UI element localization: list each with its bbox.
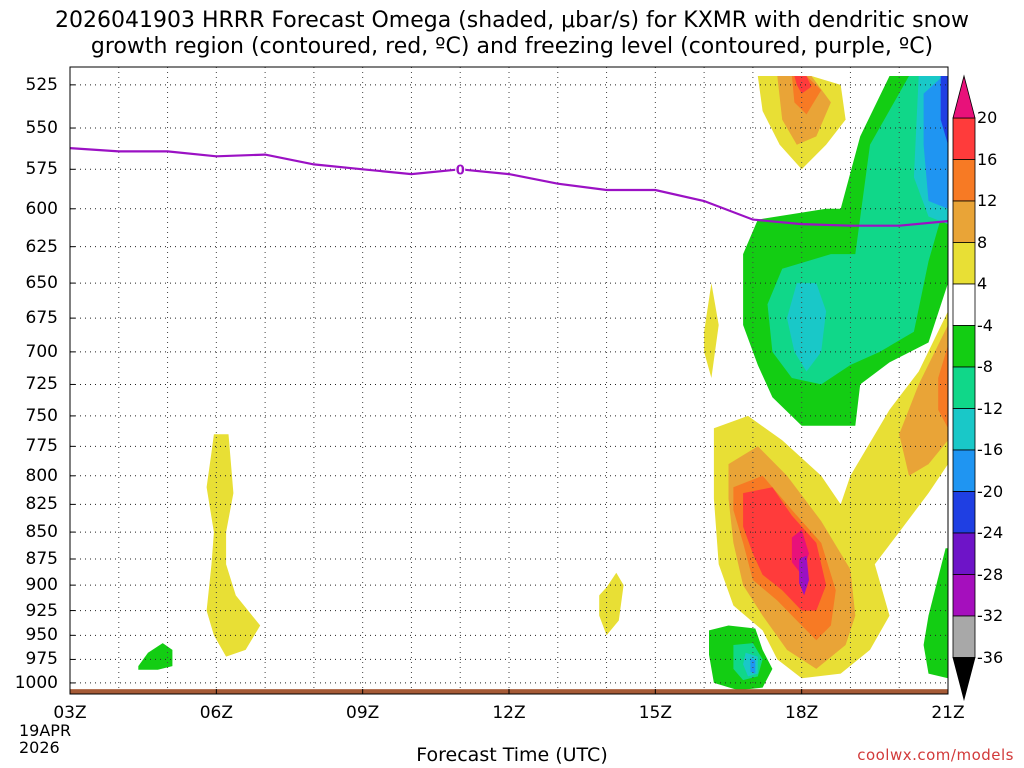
y-tick-label: 1000 [14,672,58,693]
y-tick-label: 625 [25,236,58,257]
plot-axes [69,66,949,695]
colorbar-label: -8 [977,357,993,376]
shaded-red-upper-18z [794,76,812,94]
colorbar-label: 16 [977,149,998,169]
colorbar-swatch [952,408,976,451]
y-tick-label: 925 [25,600,58,621]
freezing-level-line [69,147,949,227]
y-tick-label: 600 [25,198,58,219]
colorbar-swatch [952,449,976,492]
shaded-yellow-blob-14z [599,572,624,636]
colorbar-label: 4 [977,274,988,293]
x-tick-label: 06Z [199,703,233,723]
x-tick-label: 21Z [931,703,965,723]
x-tick-label: 12Z [492,703,526,723]
colorbar-bottom-arrow [952,657,976,702]
colorbar-swatch [952,283,976,326]
colorbar-swatch [952,532,976,575]
colorbar-label: -16 [977,440,1004,459]
colorbar-swatch [952,491,976,534]
x-axis-title: Forecast Time (UTC) [416,744,608,766]
colorbar-label: 8 [977,232,988,252]
watermark: coolwx.com/models [857,746,1014,764]
x-tick-label: 09Z [346,703,380,723]
omega-shading [138,76,948,691]
y-tick-label: 775 [25,436,58,457]
colorbar-swatch [952,200,976,243]
shaded-green-lower-right-edge [923,548,948,679]
shaded-cyan-midlevel [787,283,827,372]
colorbar-label: -36 [977,647,1004,667]
y-tick-label: 950 [25,625,58,646]
y-tick-label: 875 [25,548,58,569]
y-tick-label: 550 [25,118,58,139]
start-date-label: 19APR [19,721,72,740]
y-tick-label: 900 [25,575,58,596]
y-tick-label: 825 [25,494,58,515]
chart-title-line2: growth region (contoured, red, ºC) and f… [90,34,934,59]
y-tick-label: 650 [25,273,58,294]
colorbar-label: -32 [977,606,1004,625]
colorbar-swatch [952,366,976,409]
colorbar-label: -4 [977,315,993,335]
colorbar-swatch [952,325,976,368]
colorbar-swatch [952,574,976,617]
shaded-yellow-plume-06z [206,434,261,657]
colorbar-swatch [952,159,976,202]
y-tick-label: 800 [25,465,58,486]
freezing-level-label: 0 [456,163,465,178]
y-tick-label: 675 [25,308,58,329]
colorbar-top-arrow [952,74,976,119]
colorbar-label: 12 [977,191,998,210]
shaded-orange-upper-band [899,325,948,476]
chart-title-line1: 2026041903 HRRR Forecast Omega (shaded, … [55,8,969,33]
colorbar-swatch [952,615,976,658]
y-tick-label: 850 [25,522,58,543]
colorbar-label: -28 [977,564,1004,584]
colorbar-label: 20 [977,108,998,127]
colorbar-label: -12 [977,398,1004,418]
colorbar-label: -24 [977,523,1004,542]
colorbar-label: -20 [977,481,1004,501]
shaded-blue-lower-mid [750,658,756,674]
shaded-darkorange-upper-band [938,345,948,429]
y-tick-label: 700 [25,341,58,362]
colorbar-swatch [952,117,976,160]
shaded-yellow-sliver-16z [704,283,719,378]
shaded-green-blob-0530z [138,643,173,670]
shaded-purple-lower-right [799,555,809,596]
x-tick-label: 15Z [638,703,672,723]
x-tick-label: 18Z [785,703,819,723]
y-tick-label: 750 [25,405,58,426]
freezing-level-contour: 0 [69,147,949,227]
x-tick-label: 03Z [53,703,87,723]
shaded-darkblue-upper-right [940,76,948,145]
y-tick-label: 975 [25,649,58,670]
colorbar-swatch [952,242,976,285]
y-tick-label: 525 [25,74,58,95]
freezing-level-label-bg [455,161,466,177]
colorbar [952,74,976,702]
start-date-label: 2026 [19,738,60,757]
y-tick-label: 575 [25,159,58,180]
y-tick-label: 725 [25,374,58,395]
